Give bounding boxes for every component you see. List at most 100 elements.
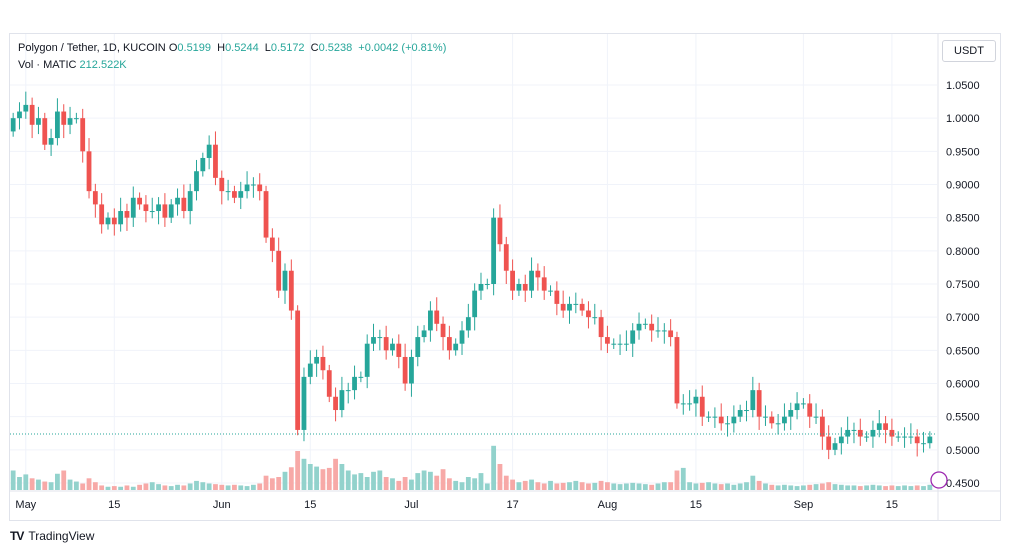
candle-body (845, 429, 851, 437)
volume-bar (92, 482, 98, 490)
candle-body (257, 184, 263, 192)
candle-body (870, 429, 876, 437)
volume-bar (883, 486, 888, 490)
volume-bar (573, 480, 579, 490)
volume-bar (465, 477, 471, 490)
y-tick-label: 0.9000 (946, 180, 980, 192)
volume-bar (642, 484, 648, 490)
volume-bar (371, 471, 376, 490)
volume-bar (737, 483, 743, 490)
volume-bar (491, 445, 497, 490)
volume-bar (238, 485, 244, 490)
candle-body (320, 356, 326, 371)
candle-body (149, 211, 155, 213)
candle-body (29, 104, 35, 125)
candle-body (156, 204, 161, 212)
candle-body (876, 423, 882, 430)
volume-value: 212.522K (79, 59, 127, 71)
chart-frame[interactable] (9, 33, 1001, 521)
volume-bar (535, 482, 541, 490)
volume-bar (876, 485, 882, 490)
candle-body (813, 416, 819, 418)
volume-bar (168, 486, 174, 490)
candle-body (23, 104, 29, 112)
volume-bar (497, 464, 503, 490)
candle-body (42, 118, 48, 145)
y-tick-label: 0.5500 (946, 412, 980, 424)
candle-body (617, 343, 623, 345)
events-marker-icon[interactable] (930, 471, 948, 489)
volume-bar (194, 480, 199, 490)
currency-button[interactable]: USDT (942, 40, 996, 62)
volume-bar (307, 464, 313, 490)
volume-bar (99, 485, 105, 490)
candle-body (668, 330, 674, 338)
change-value: +0.0042 (+0.81%) (358, 42, 447, 54)
volume-bar (503, 475, 509, 490)
y-tick-label: 1.0500 (946, 80, 980, 92)
volume-bar (301, 458, 307, 490)
volume-bar (213, 484, 218, 490)
volume-bar (744, 482, 749, 490)
x-tick-label: Aug (598, 499, 618, 511)
candle-body (541, 277, 547, 291)
candle-body (168, 204, 174, 218)
y-tick-label: 0.7000 (946, 312, 980, 324)
candle-body (586, 310, 591, 318)
candle-body (333, 396, 338, 411)
volume-bar (244, 486, 250, 490)
candle-body (725, 423, 730, 425)
volume-bar (522, 480, 528, 490)
volume-bar (428, 471, 433, 490)
candle-body (446, 337, 452, 351)
candle-body (345, 390, 351, 392)
volume-bar (409, 479, 414, 490)
candle-body (560, 303, 566, 311)
volume-bar (605, 482, 610, 490)
candle-body (794, 403, 800, 411)
volume-bar (794, 486, 800, 490)
x-tick-label: May (15, 499, 36, 511)
low-value: 0.5172 (270, 42, 305, 54)
candle-body (465, 317, 471, 331)
volume-bar (149, 482, 155, 490)
volume-bar (560, 482, 566, 490)
candle-body (80, 118, 86, 152)
volume-bar (383, 477, 389, 490)
volume-bar (623, 483, 629, 490)
candle-body (238, 191, 244, 198)
volume-bar (434, 475, 440, 490)
volume-bar (23, 474, 29, 490)
volume-bar (402, 477, 408, 490)
volume-bar (895, 486, 901, 490)
tradingview-brand[interactable]: TV TradingView (10, 529, 94, 543)
candle-body (200, 157, 206, 172)
candle-body (390, 343, 395, 351)
volume-bar (156, 484, 161, 490)
candle-body (548, 290, 553, 292)
candle-body (73, 118, 79, 120)
volume-label[interactable]: Vol · MATIC (18, 59, 77, 71)
candle-body (902, 436, 907, 438)
volume-bar (567, 482, 572, 490)
x-tick-label: Jul (404, 499, 418, 511)
candle-body (440, 323, 446, 338)
volume-bar (838, 484, 844, 490)
y-tick-label: 0.8500 (946, 213, 980, 225)
open-value: 0.5199 (177, 42, 212, 54)
candle-body (864, 436, 870, 438)
candle-body (718, 416, 724, 424)
x-tick-label: 15 (690, 499, 702, 511)
volume-bar (105, 486, 111, 490)
volume-bar (661, 482, 667, 490)
candle-body (213, 144, 218, 178)
volume-bar (263, 475, 269, 490)
volume-bar (870, 484, 876, 490)
candle-body (371, 337, 376, 344)
candle-body (276, 250, 282, 291)
volume-bar (864, 485, 870, 490)
volume-bar (453, 480, 459, 490)
candle-body (782, 416, 787, 424)
symbol-title[interactable]: Polygon / Tether, 1D, KUCOIN (18, 42, 166, 54)
